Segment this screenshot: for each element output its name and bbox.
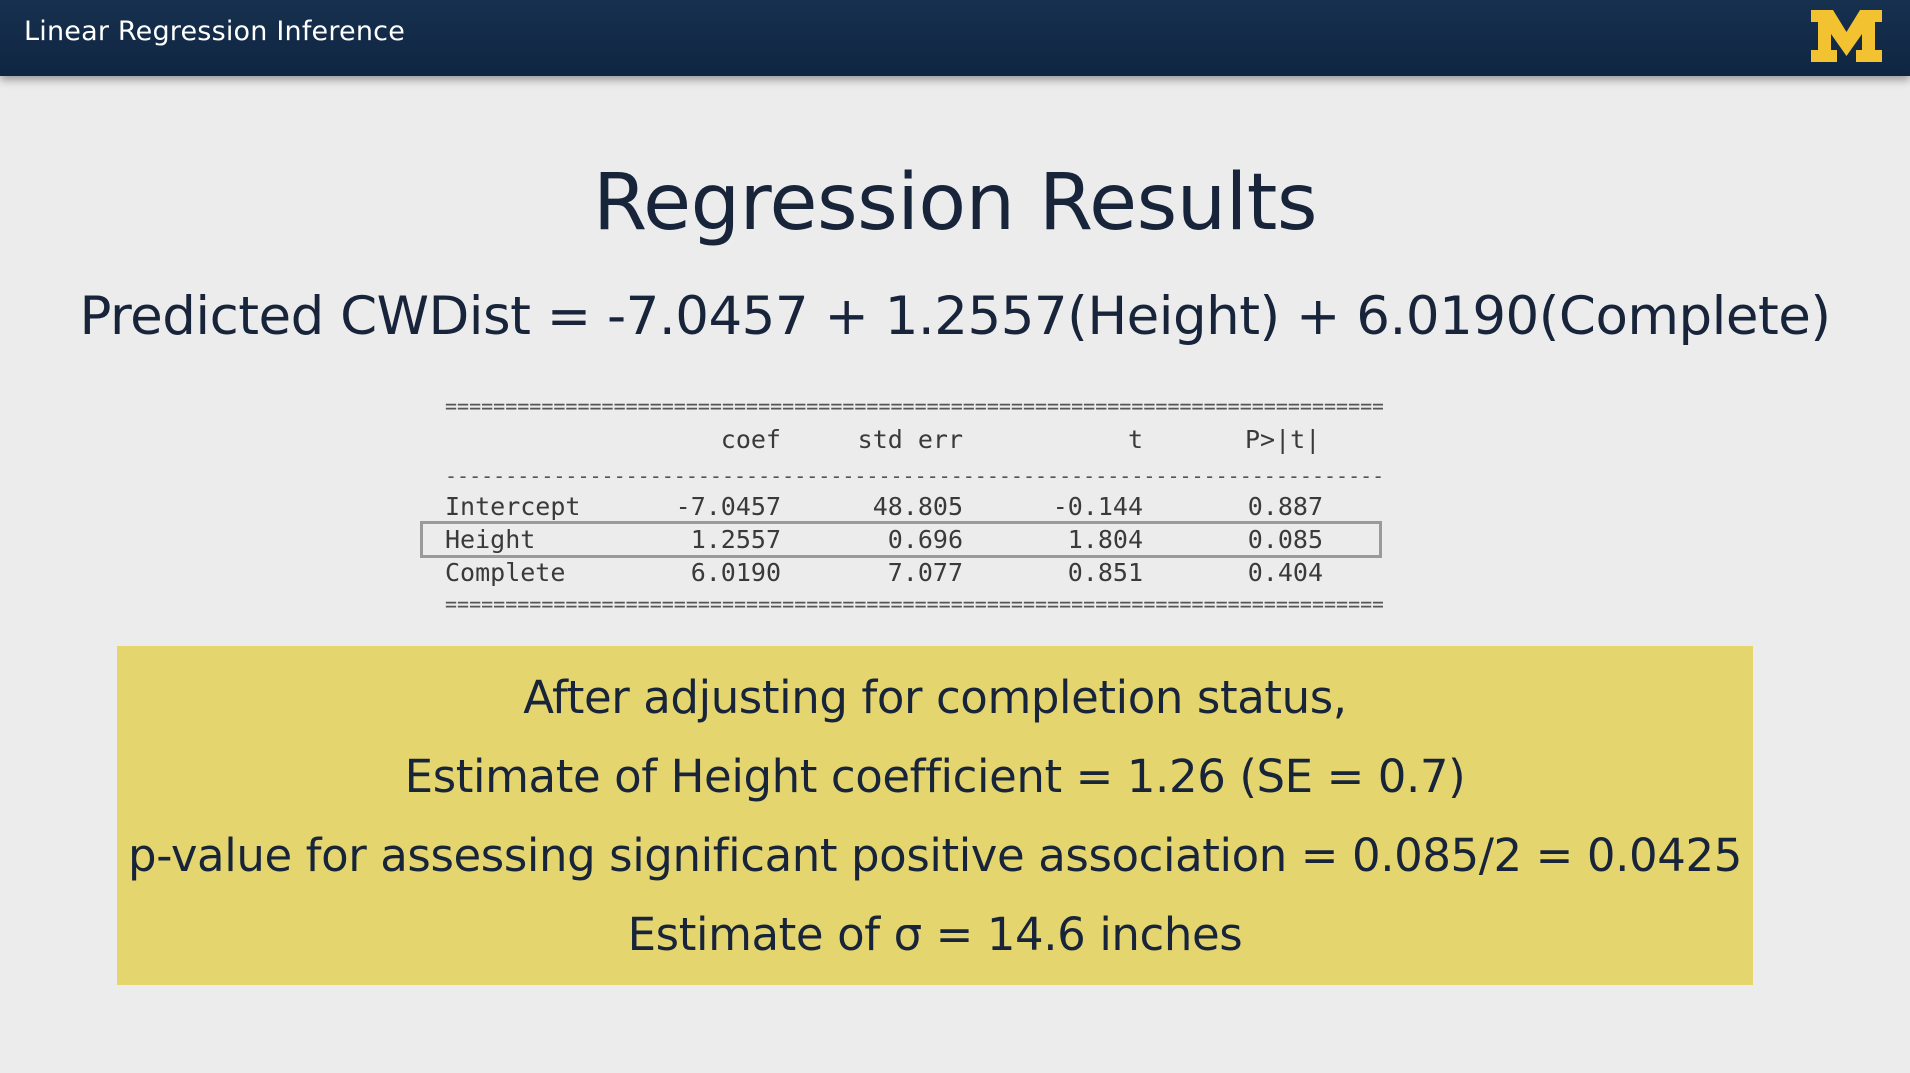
regression-equation: Predicted CWDist = -7.0457 + 1.2557(Heig…: [79, 286, 1831, 347]
table-header-rule: ----------------------------------------…: [445, 466, 1383, 484]
t-value: -0.144: [1052, 492, 1143, 521]
university-m-logo: [1811, 10, 1882, 62]
column-header-coef: coef: [720, 425, 781, 454]
p-value: 0.404: [1247, 558, 1323, 587]
t-value: 0.851: [1067, 558, 1143, 587]
summary-line-4: Estimate of σ = 14.6 inches: [627, 908, 1243, 961]
t-value: 1.804: [1067, 525, 1143, 554]
summary-line-3: p-value for assessing significant positi…: [128, 829, 1742, 882]
std-err-value: 0.696: [887, 525, 963, 554]
row-label: Intercept: [445, 492, 581, 521]
std-err-value: 7.077: [887, 558, 963, 587]
table-top-rule: ========================================…: [445, 396, 1383, 414]
summary-line-2: Estimate of Height coefficient = 1.26 (S…: [404, 750, 1466, 803]
height-row-highlight: [420, 521, 1382, 558]
slide-title: Regression Results: [592, 158, 1318, 248]
column-header-std-err: std err: [857, 425, 963, 454]
column-header-t: t: [1127, 425, 1143, 454]
row-label: Height: [445, 525, 536, 554]
std-err-value: 48.805: [872, 492, 963, 521]
summary-line-1: After adjusting for completion status,: [523, 671, 1347, 724]
p-value: 0.887: [1247, 492, 1323, 521]
top-bar: Linear Regression Inference: [0, 0, 1910, 76]
regression-table: ========================================…: [445, 396, 1383, 618]
summary-callout: After adjusting for completion status, E…: [117, 646, 1753, 985]
coef-value: 6.0190: [690, 558, 781, 587]
row-label: Complete: [445, 558, 566, 587]
table-bottom-rule: ========================================…: [445, 594, 1383, 612]
coef-value: 1.2557: [690, 525, 781, 554]
coef-value: -7.0457: [675, 492, 781, 521]
p-value: 0.085: [1247, 525, 1323, 554]
course-title: Linear Regression Inference: [24, 16, 406, 47]
column-header-p-value: P>|t|: [1245, 425, 1321, 454]
